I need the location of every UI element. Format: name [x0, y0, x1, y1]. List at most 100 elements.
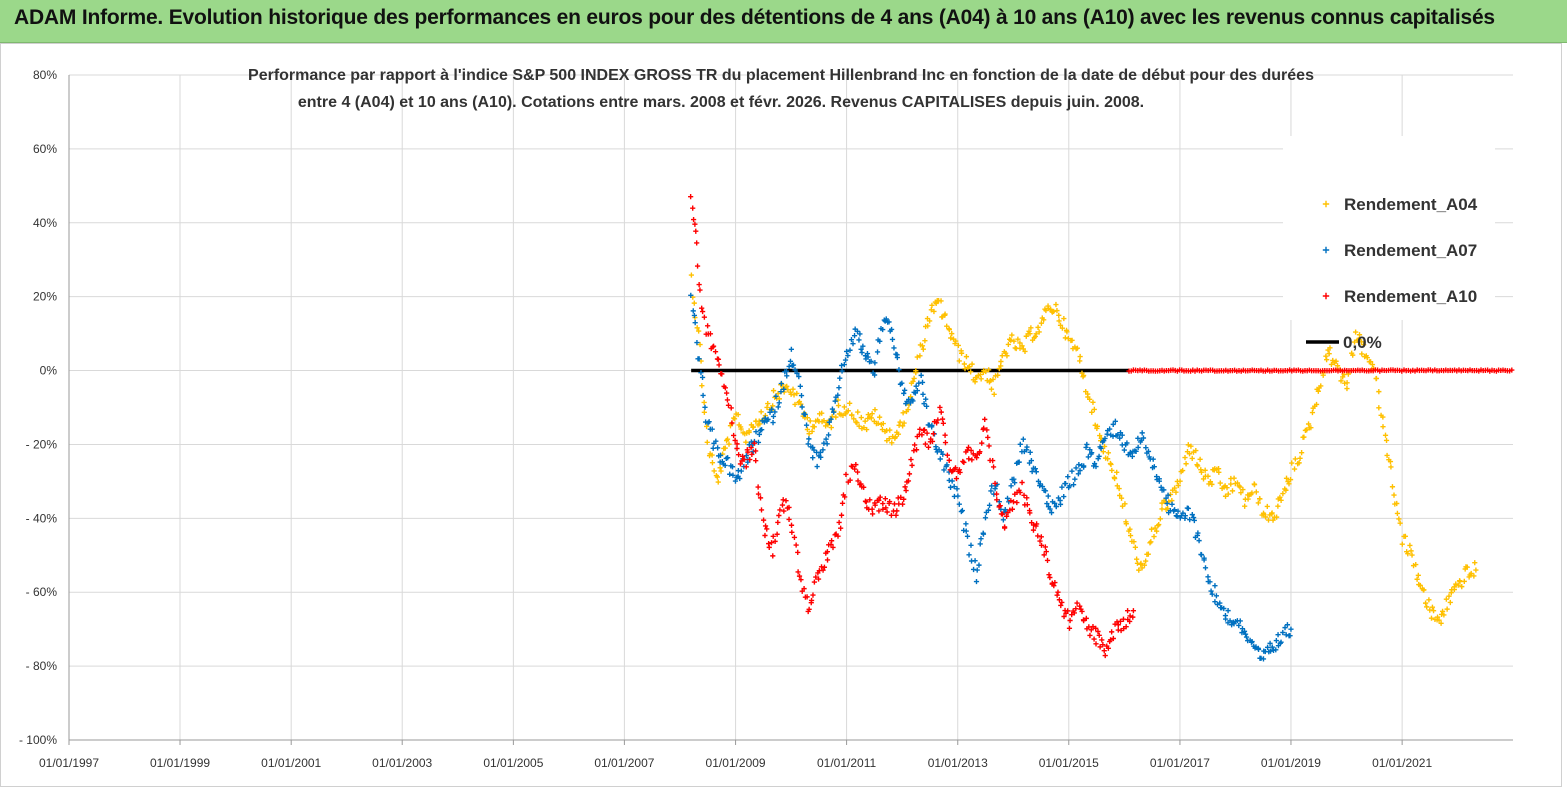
point-marker [1075, 471, 1082, 477]
point-marker [965, 444, 972, 451]
point-marker [988, 488, 994, 494]
point-marker [722, 445, 728, 451]
point-marker [1402, 533, 1408, 539]
point-marker [1061, 613, 1067, 620]
point-marker [1198, 469, 1205, 475]
point-marker [1148, 526, 1155, 532]
point-marker [798, 577, 804, 583]
point-marker [705, 323, 711, 329]
point-marker [1056, 597, 1062, 603]
point-marker [1084, 441, 1090, 448]
point-marker [1093, 641, 1099, 647]
point-marker [794, 370, 800, 376]
point-marker [957, 469, 963, 475]
point-marker [783, 368, 790, 374]
point-marker [1224, 485, 1230, 491]
point-marker [781, 386, 787, 392]
point-marker [751, 440, 757, 446]
point-marker [690, 205, 696, 211]
point-marker [778, 380, 784, 387]
point-marker [910, 378, 916, 385]
point-marker [850, 341, 856, 347]
point-marker [773, 393, 779, 399]
point-marker [1065, 608, 1071, 614]
point-marker [1275, 503, 1281, 509]
point-marker [1228, 481, 1234, 487]
point-marker [949, 478, 955, 484]
point-marker [914, 354, 920, 360]
point-marker [1056, 312, 1062, 318]
point-marker [887, 498, 893, 505]
point-marker [1148, 539, 1154, 545]
point-marker [1205, 473, 1211, 479]
banner-title: ADAM Informe. Evolution historique des p… [14, 6, 1495, 29]
point-marker [958, 350, 965, 356]
point-marker [1468, 570, 1474, 577]
point-marker [1270, 517, 1276, 523]
point-marker [1180, 467, 1186, 474]
point-marker [1434, 614, 1441, 620]
point-marker [847, 347, 853, 353]
point-marker [854, 469, 861, 475]
banner: ADAM Informe. Evolution historique des p… [0, 0, 1567, 43]
point-marker [880, 506, 886, 512]
point-marker [1114, 469, 1120, 475]
point-marker [828, 538, 835, 544]
point-marker [899, 501, 906, 507]
point-marker [759, 427, 765, 433]
point-marker [799, 404, 805, 410]
point-marker [826, 419, 832, 425]
point-marker [963, 521, 969, 527]
point-marker [1156, 521, 1162, 528]
point-marker [1129, 453, 1135, 460]
point-marker [949, 469, 955, 475]
point-marker [948, 335, 954, 341]
point-marker [934, 420, 940, 426]
point-marker [1116, 485, 1122, 492]
point-marker [961, 459, 967, 466]
point-marker [1249, 490, 1255, 496]
point-marker [1429, 604, 1436, 610]
point-marker [704, 439, 710, 445]
point-marker [960, 458, 966, 465]
point-marker [947, 484, 954, 490]
point-marker [1243, 634, 1250, 640]
point-marker [1274, 514, 1280, 520]
point-marker [1257, 496, 1263, 502]
point-marker [1156, 476, 1162, 482]
point-marker [792, 367, 798, 373]
point-marker [992, 480, 998, 487]
point-marker [906, 471, 913, 477]
point-marker [1338, 378, 1344, 384]
point-marker [1305, 421, 1312, 427]
point-marker [1464, 564, 1470, 570]
point-marker [1438, 620, 1444, 626]
point-marker [1187, 517, 1193, 523]
point-marker [959, 507, 965, 514]
point-marker [1032, 466, 1038, 472]
point-marker [802, 411, 808, 418]
point-marker [1207, 479, 1214, 485]
point-marker [921, 401, 927, 407]
point-marker [901, 390, 907, 396]
point-marker [1035, 324, 1041, 330]
point-marker [796, 374, 802, 380]
point-marker [1037, 538, 1043, 544]
point-marker [937, 404, 943, 411]
point-marker [1007, 507, 1013, 513]
point-marker [1286, 481, 1292, 487]
point-marker [1447, 599, 1453, 606]
point-marker [845, 408, 851, 414]
point-marker [792, 401, 798, 408]
point-marker [729, 464, 736, 470]
point-marker [777, 507, 783, 513]
point-marker [1333, 358, 1339, 364]
point-marker [729, 420, 735, 426]
point-marker [1175, 508, 1181, 514]
point-marker [688, 272, 694, 278]
point-marker [1280, 491, 1286, 497]
point-marker [868, 358, 874, 364]
point-marker [1277, 494, 1283, 500]
series-a10-zero-band [1126, 367, 1515, 374]
point-marker [1225, 491, 1231, 497]
